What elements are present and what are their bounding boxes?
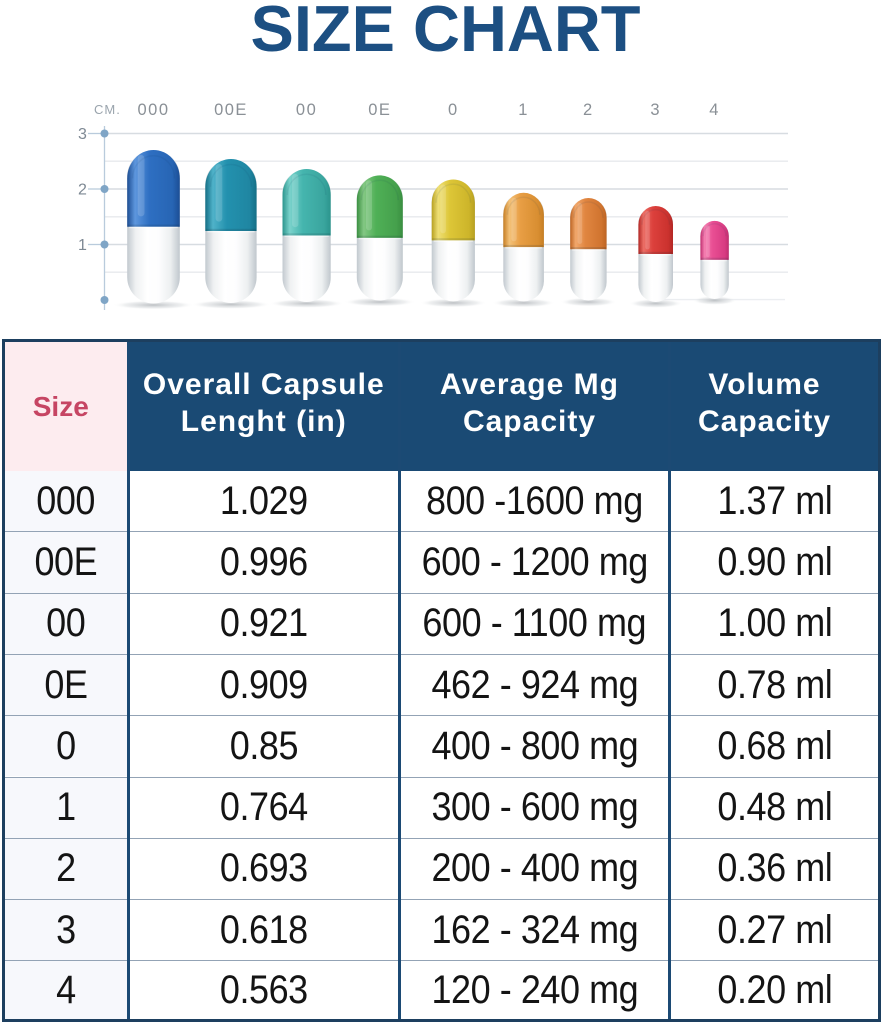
svg-text:00: 00 bbox=[296, 101, 317, 119]
svg-text:2: 2 bbox=[583, 101, 594, 119]
svg-text:CM.: CM. bbox=[94, 102, 121, 117]
svg-text:0: 0 bbox=[448, 101, 459, 119]
svg-text:1: 1 bbox=[78, 237, 87, 254]
svg-text:4: 4 bbox=[709, 101, 720, 119]
svg-text:00E: 00E bbox=[214, 101, 248, 119]
svg-text:1: 1 bbox=[518, 101, 529, 119]
svg-text:0E: 0E bbox=[368, 101, 391, 119]
svg-text:2: 2 bbox=[78, 182, 87, 199]
svg-text:3: 3 bbox=[78, 126, 87, 143]
svg-text:000: 000 bbox=[137, 101, 169, 119]
svg-text:3: 3 bbox=[650, 101, 661, 119]
